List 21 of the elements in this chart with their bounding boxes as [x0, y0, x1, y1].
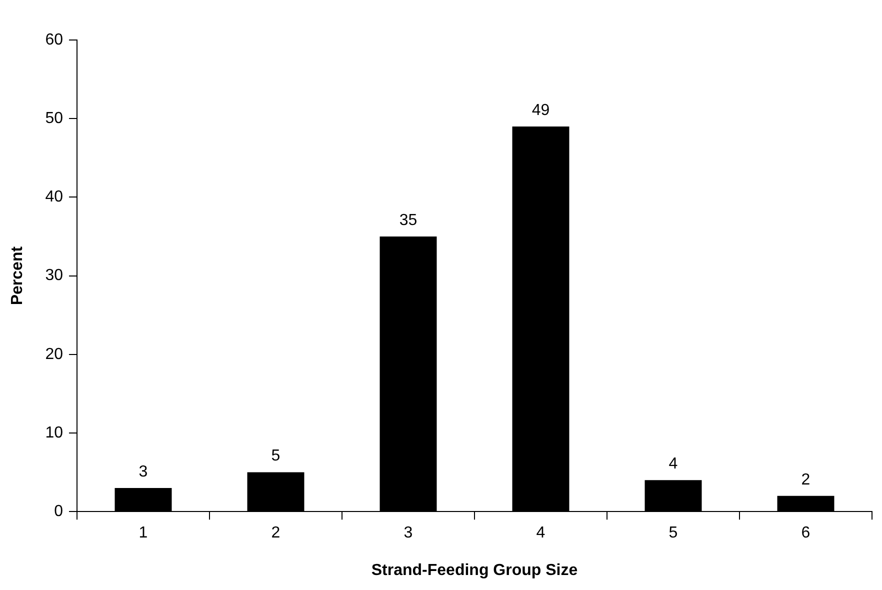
y-tick-label: 0: [54, 503, 64, 520]
y-axis-title: Percent: [9, 246, 26, 306]
y-tick-label: 50: [45, 110, 64, 128]
y-tick-label: 60: [45, 31, 64, 48]
x-axis-title: Strand-Feeding Group Size: [371, 562, 578, 579]
x-tick-label: 2: [271, 524, 280, 542]
y-tick-label: 20: [45, 346, 64, 363]
y-tick-label: 10: [45, 424, 64, 442]
x-tick-label: 5: [668, 524, 678, 542]
data-label: 5: [271, 448, 280, 465]
data-label: 35: [399, 212, 418, 229]
y-tick-label: 40: [45, 188, 64, 206]
data-label: 49: [532, 102, 550, 119]
y-tick-label: 30: [45, 267, 64, 284]
data-label: 2: [801, 471, 810, 488]
x-tick-label: 4: [536, 524, 546, 542]
x-tick-label: 3: [404, 524, 413, 542]
x-tick-label: 1: [138, 524, 148, 542]
data-label: 3: [138, 463, 148, 480]
x-tick-label: 6: [801, 524, 810, 542]
data-label: 4: [668, 456, 678, 473]
